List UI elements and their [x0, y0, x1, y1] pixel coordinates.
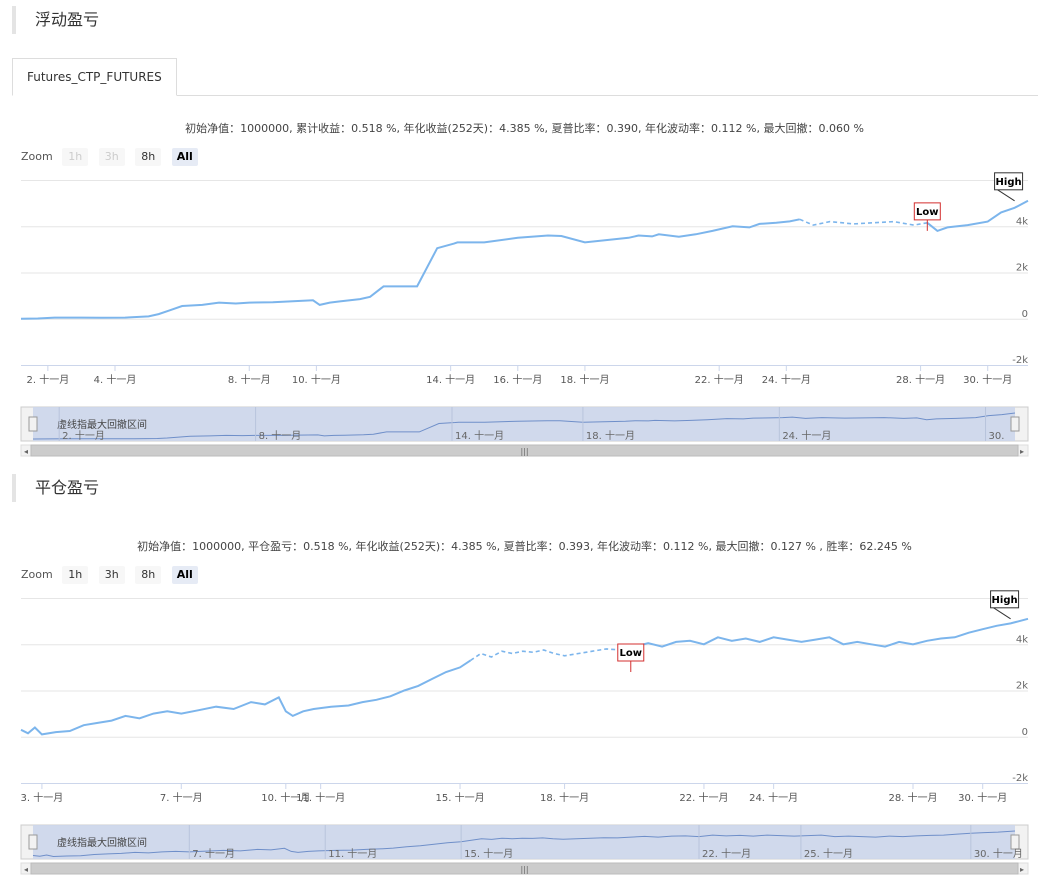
scrollbar-grip: |||: [520, 865, 528, 874]
y-tick-label: -2k: [1012, 773, 1028, 784]
zoom-all-button[interactable]: All: [171, 566, 198, 584]
x-tick-label: 16. 十一月: [493, 373, 542, 386]
navigator-tick-label: 7. 十一月: [192, 847, 235, 860]
navigator-handle: [28, 416, 38, 432]
y-tick-label: 4k: [1016, 634, 1028, 645]
navigator-series: [32, 830, 1016, 858]
series-line-drawdown: [799, 218, 928, 226]
scrollbar-left-arrow: ◂: [24, 447, 28, 456]
series-line: [20, 218, 800, 320]
x-tick-label: 10. 十一月: [292, 373, 341, 386]
x-tick-label: 30. 十一月: [958, 791, 1007, 804]
navigator-tick-label: 30.: [989, 431, 1005, 442]
navigator-series: [32, 412, 1016, 440]
x-tick-label: 18. 十一月: [540, 791, 589, 804]
navigator-tick-label: 24. 十一月: [782, 429, 831, 442]
x-tick-label: 2. 十一月: [26, 373, 69, 386]
x-tick-label: 30. 十一月: [963, 373, 1012, 386]
zoom-1h-button[interactable]: 1h: [62, 148, 89, 166]
navigator-tick-label: 15. 十一月: [464, 847, 513, 860]
zoom-3h-button[interactable]: 3h: [98, 566, 125, 584]
zoom-label: Zoom: [21, 150, 53, 163]
x-tick-label: 7. 十一月: [160, 791, 203, 804]
x-tick-label: 8. 十一月: [228, 373, 271, 386]
x-tick-label: 15. 十一月: [435, 791, 484, 804]
y-tick-label: -2k: [1012, 355, 1028, 366]
section-title-floating-pnl: 浮动盈亏: [12, 6, 99, 34]
zoom-8h-button[interactable]: 8h: [135, 566, 162, 584]
navigator-handle: [1010, 834, 1020, 850]
x-tick-label: 18. 十一月: [560, 373, 609, 386]
navigator-handle: [1010, 416, 1020, 432]
section-title-closed-pnl: 平仓盈亏: [12, 474, 99, 502]
x-tick-label: 24. 十一月: [749, 791, 798, 804]
flag-label: Low: [916, 207, 938, 218]
navigator-tick-label: 25. 十一月: [804, 847, 853, 860]
x-tick-label: 14. 十一月: [426, 373, 475, 386]
x-tick-label: 28. 十一月: [896, 373, 945, 386]
high-flag: [994, 172, 1024, 191]
zoom-8h-button[interactable]: 8h: [135, 148, 162, 166]
x-tick-label: 4. 十一月: [94, 373, 137, 386]
navigator-tick-label: 11. 十一月: [328, 847, 377, 860]
scrollbar-right-arrow: ▸: [1020, 447, 1024, 456]
scrollbar-thumb: [30, 444, 1019, 457]
zoom-1h-button[interactable]: 1h: [62, 566, 89, 584]
x-tick-label: 24. 十一月: [762, 373, 811, 386]
low-flag: [617, 643, 645, 662]
flag-stem: [997, 189, 1015, 202]
scrollbar-grip: |||: [520, 447, 528, 456]
scrollbar-thumb: [30, 862, 1019, 875]
x-tick-label: 22. 十一月: [679, 791, 728, 804]
navigator-tick-label: 8. 十一月: [259, 429, 302, 442]
stats-line: 初始净值：1000000, 累计收益：0.518 %, 年化收益(252天)：4…: [185, 122, 864, 135]
flag-stem: [993, 607, 1011, 620]
x-tick-label: 11. 十一月: [296, 791, 345, 804]
navigator-tick-label: 18. 十一月: [586, 429, 635, 442]
series-line: [926, 199, 1029, 233]
navigator-tick-label: 2. 十一月: [62, 429, 105, 442]
zoom-controls: Zoom 1h 3h 8h All: [21, 566, 205, 584]
low-flag: [913, 202, 941, 221]
series-line: [634, 617, 1029, 648]
y-tick-label: 0: [1022, 727, 1028, 738]
zoom-all-button[interactable]: All: [171, 148, 198, 166]
scrollbar-left-arrow: ◂: [24, 865, 28, 874]
tab-bar: Futures_CTP_FUTURES: [12, 58, 1038, 96]
series-line-drawdown: [470, 648, 621, 662]
navigator-label: 虚线指最大回撤区间: [57, 836, 147, 849]
zoom-label: Zoom: [21, 568, 53, 581]
navigator-handle: [28, 834, 38, 850]
tab-futures-ctp[interactable]: Futures_CTP_FUTURES: [12, 58, 177, 96]
zoom-controls: Zoom 1h 3h 8h All: [21, 148, 205, 166]
y-tick-label: 2k: [1016, 263, 1028, 274]
zoom-3h-button[interactable]: 3h: [98, 148, 125, 166]
navigator-label: 虚线指最大回撤区间: [57, 418, 147, 431]
navigator-range: [33, 407, 1015, 441]
navigator-tick-label: 22. 十一月: [702, 847, 751, 860]
flag-label: High: [996, 177, 1022, 188]
y-tick-label: 2k: [1016, 681, 1028, 692]
navigator-tick-label: 14. 十一月: [455, 429, 504, 442]
series-line: [20, 659, 472, 736]
y-tick-label: 0: [1022, 309, 1028, 320]
navigator-range: [33, 825, 1015, 859]
x-tick-label: 3. 十一月: [21, 791, 64, 804]
high-flag: [990, 590, 1020, 609]
x-tick-label: 22. 十一月: [695, 373, 744, 386]
scrollbar-right-arrow: ▸: [1020, 865, 1024, 874]
navigator-tick-label: 30. 十一月: [974, 847, 1023, 860]
x-tick-label: 10. 十一月: [261, 791, 310, 804]
y-tick-label: 4k: [1016, 216, 1028, 227]
flag-label: High: [992, 595, 1018, 606]
flag-label: Low: [620, 648, 642, 659]
x-tick-label: 28. 十一月: [888, 791, 937, 804]
stats-line: 初始净值：1000000, 平仓盈亏：0.518 %, 年化收益(252天)：4…: [137, 540, 912, 553]
floating-pnl-chart: -2k 0 2k 4k 2. 十一月 4. 十一月 8. 十一月 10. 十一月 14. 十一月…: [20, 172, 1029, 457]
